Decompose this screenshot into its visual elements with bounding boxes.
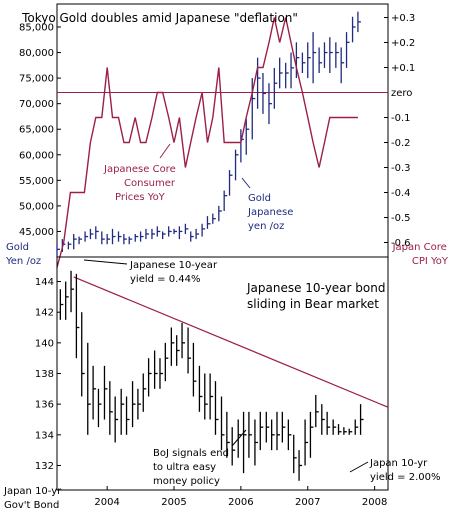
cpi-tick-label: +0.1	[391, 63, 415, 74]
cpi-tick-label: +0.2	[391, 38, 415, 49]
bond-trendline	[73, 276, 389, 408]
cpi-tick-label: zero	[391, 88, 412, 99]
gold-tick-label: 45,000	[19, 227, 54, 238]
cpi-axis-ticks: +0.3 +0.2 +0.1 zero -0.1 -0.2 -0.3 -0.4 -0.5 -0.6	[384, 13, 415, 249]
bond-tick-label: 136	[35, 400, 54, 411]
bond-tick-label: 142	[35, 308, 54, 319]
cpi-tick-label: +0.3	[391, 13, 415, 24]
annotation-yield-044: Japanese 10-year yield = 0.44%	[129, 260, 220, 285]
year-tick-label: 2005	[161, 497, 186, 508]
annotation-yield-200-pointer	[349, 461, 369, 473]
gold-tick-label: 70,000	[19, 99, 54, 110]
annotation-boj-pointer	[231, 429, 247, 447]
gold-tick-label: 80,000	[19, 48, 54, 59]
bond-tick-label: 134	[35, 430, 54, 441]
cpi-label-pointer	[159, 143, 171, 159]
gold-bars	[56, 11, 361, 257]
year-tick-label: 2004	[94, 497, 119, 508]
cpi-line	[56, 17, 358, 268]
cpi-tick-label: -0.4	[391, 188, 411, 199]
gold-cpi-panel: 45,000 50,000 55,000 60,000 65,000 70,000 75,0…	[19, 3, 415, 268]
gold-tick-label: 50,000	[19, 201, 54, 212]
annotation-boj: BoJ signals end to ultra easy money poli…	[153, 448, 232, 487]
year-tick-label: 2007	[295, 497, 320, 508]
bond-axis-label: Japan 10-yr Gov't Bond	[3, 486, 64, 511]
cpi-axis-label: Japan Core CPI YoY	[392, 242, 450, 267]
bond-tick-label: 144	[35, 277, 54, 288]
cpi-series-label: Japanese Core Consumer Prices YoY	[103, 164, 179, 203]
gold-tick-label: 75,000	[19, 74, 54, 85]
gold-tick-label: 85,000	[19, 23, 54, 34]
bottom-chart-title: Japanese 10-year bond sliding in Bear ma…	[246, 281, 389, 311]
bond-tick-label: 140	[35, 338, 54, 349]
gold-axis-ticks: 45,000 50,000 55,000 60,000 65,000 70,000 75,0…	[19, 23, 61, 238]
bond-bars	[59, 270, 364, 481]
annotation-yield-200: Japan 10-yr yield = 2.00%	[369, 458, 440, 483]
cpi-tick-label: -0.3	[391, 163, 411, 174]
bond-axis-ticks: 132 134 136 138 140 142 144	[35, 277, 61, 472]
bond-tick-label: 132	[35, 461, 54, 472]
gold-axis-label: Gold Yen /oz	[5, 242, 41, 267]
gold-series-label: Gold Japanese yen /oz	[247, 193, 297, 232]
cpi-tick-label: -0.6	[391, 238, 411, 249]
cpi-tick-label: -0.1	[391, 113, 411, 124]
annotation-yield-044-pointer	[83, 259, 128, 265]
gold-tick-label: 65,000	[19, 125, 54, 136]
year-tick-label: 2008	[362, 497, 387, 508]
cpi-tick-label: -0.5	[391, 213, 411, 224]
gold-tick-label: 55,000	[19, 176, 54, 187]
gold-label-pointer	[241, 177, 251, 189]
year-axis-ticks: 2004 2005 2006 2007 2008	[94, 486, 387, 508]
gold-tick-label: 60,000	[19, 150, 54, 161]
year-tick-label: 2006	[228, 497, 253, 508]
bond-tick-label: 138	[35, 369, 54, 380]
top-chart-title: Tokyo Gold doubles amid Japanese "deflat…	[21, 11, 298, 25]
cpi-tick-label: -0.2	[391, 138, 411, 149]
